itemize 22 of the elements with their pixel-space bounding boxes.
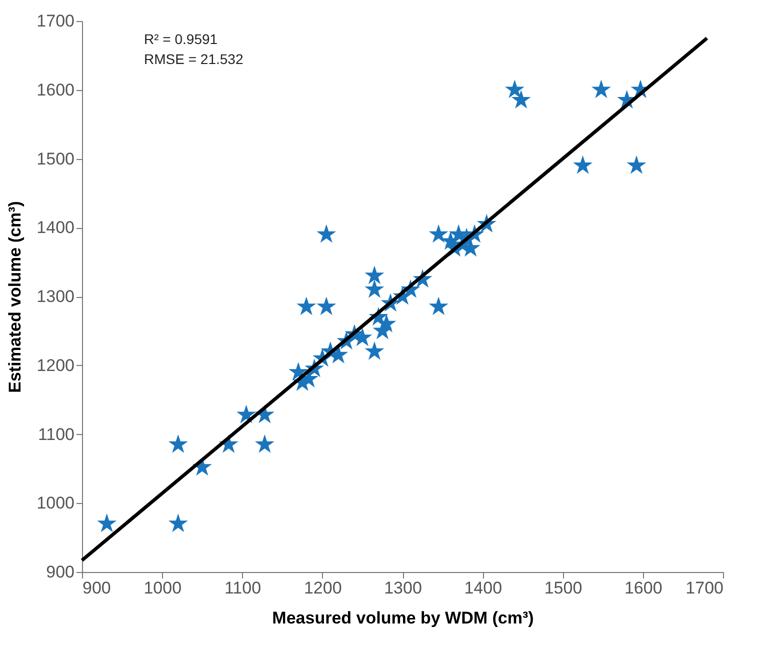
x-tick-label: 1000 — [144, 578, 182, 598]
annotation: R² = 0.9591 — [144, 31, 218, 47]
y-tick-label: 900 — [46, 562, 74, 582]
y-tick-label: 1300 — [36, 287, 74, 306]
x-tick-label: 900 — [82, 578, 111, 598]
x-tick-label: 1500 — [544, 578, 582, 598]
y-tick-label: 1100 — [38, 424, 74, 444]
x-tick-label: 1300 — [384, 578, 422, 598]
y-tick-label: 1000 — [36, 494, 74, 513]
x-tick-label: 1600 — [624, 578, 662, 598]
annotation: RMSE = 21.532 — [144, 51, 244, 67]
y-tick-label: 1200 — [36, 356, 74, 375]
x-tick-label: 1200 — [304, 578, 342, 598]
y-axis-title: Estimated volume (cm³) — [6, 201, 25, 393]
x-tick-label: 1100 — [224, 578, 262, 598]
y-tick-label: 1400 — [36, 218, 74, 238]
y-tick-label: 1500 — [36, 149, 74, 168]
y-tick-label: 1600 — [36, 80, 74, 100]
x-tick-label: 1400 — [464, 578, 502, 598]
y-tick-label: 1700 — [36, 12, 74, 30]
x-axis-title: Measured volume by WDM (cm³) — [272, 608, 534, 628]
x-tick-label: 1700 — [686, 578, 724, 598]
